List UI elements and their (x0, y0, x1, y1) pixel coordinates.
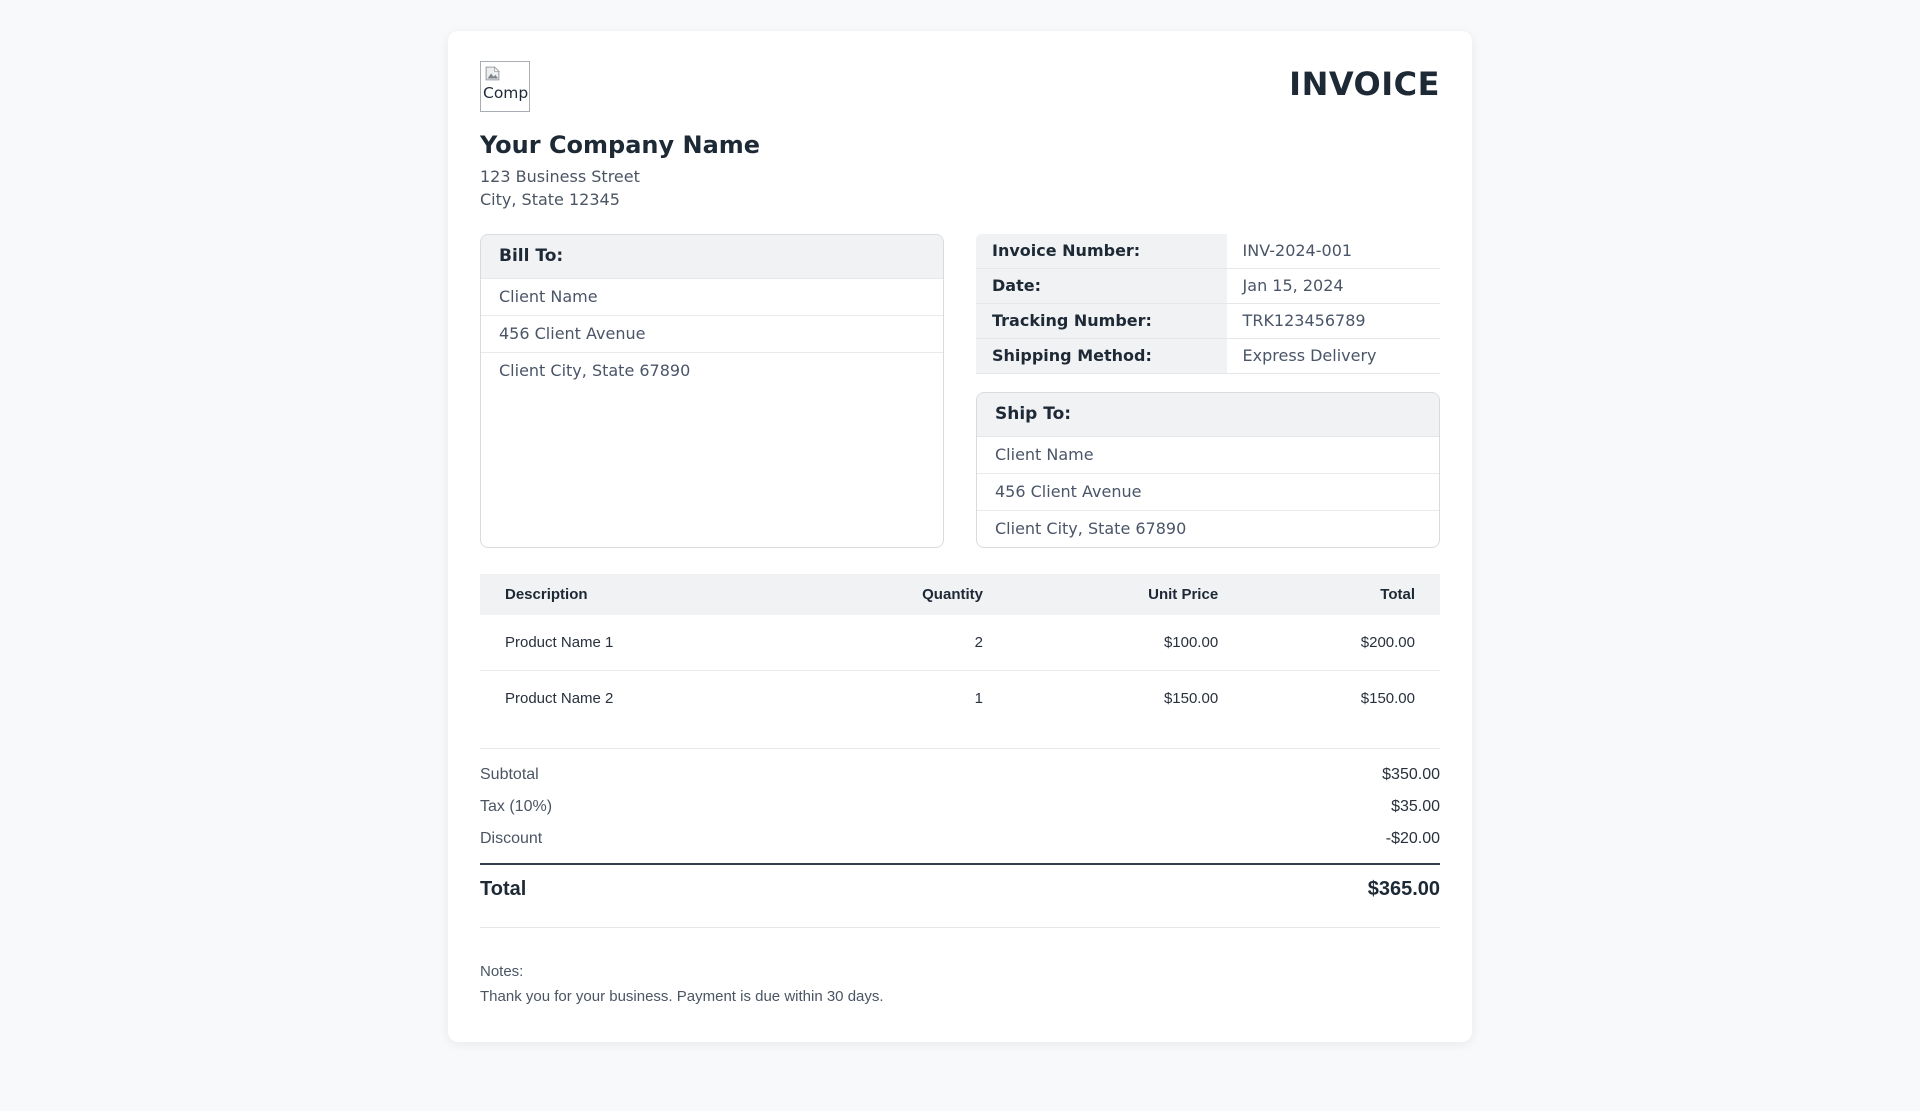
notes-label: Notes: (480, 963, 524, 980)
column-header-description: Description (480, 574, 821, 615)
company-block: Comp Your Company Name 123 Business Stre… (480, 61, 760, 211)
table-row: Product Name 1 2 $100.00 $200.00 (480, 615, 1440, 671)
meta-value: Jan 15, 2024 (1226, 268, 1440, 304)
meta-row: Tracking Number: TRK123456789 (976, 303, 1440, 339)
grand-total-value: $365.00 (1367, 878, 1440, 900)
ship-to-line: Client City, State 67890 (995, 519, 1187, 538)
logo-alt-text: Comp (483, 84, 529, 102)
item-description: Product Name 1 (505, 634, 614, 651)
ship-to-line: 456 Client Avenue (977, 474, 1439, 511)
discount-value: -$20.00 (1385, 830, 1440, 847)
meta-value: TRK123456789 (1226, 303, 1440, 339)
ship-to-heading: Ship To: (977, 393, 1439, 437)
item-quantity: 1 (820, 670, 1008, 726)
meta-value: Express Delivery (1226, 338, 1440, 374)
bill-to-line: 456 Client Avenue (481, 316, 943, 353)
column-header-total: Total (1243, 574, 1440, 615)
company-address-line2: City, State 12345 (480, 190, 620, 209)
company-address-line1: 123 Business Street (480, 167, 640, 186)
discount-row: Discount -$20.00 (480, 823, 1440, 855)
meta-label: Invoice Number: (976, 234, 1227, 269)
meta-label: Date: (976, 268, 1227, 304)
invoice-header: Comp Your Company Name 123 Business Stre… (480, 61, 1440, 211)
item-description: Product Name 2 (480, 670, 821, 726)
bill-to-box: Bill To: Client Name 456 Client Avenue C… (480, 234, 944, 548)
invoice-meta-table: Invoice Number: INV-2024-001 Date: Jan 1… (976, 234, 1440, 374)
tax-row: Tax (10%) $35.00 (480, 791, 1440, 823)
discount-label: Discount (480, 830, 543, 847)
items-header-row: Description Quantity Unit Price Total (480, 574, 1440, 615)
tax-value: $35.00 (1391, 798, 1440, 815)
subtotal-label: Subtotal (480, 766, 539, 783)
item-quantity: 2 (974, 634, 983, 651)
invoice-card: Comp Your Company Name 123 Business Stre… (448, 31, 1472, 1042)
broken-image-icon (485, 66, 500, 81)
meta-label: Shipping Method: (976, 338, 1227, 374)
item-unit-price: $150.00 (1007, 670, 1244, 726)
item-unit-price: $100.00 (1163, 634, 1219, 651)
bill-to-line: Client City, State 67890 (499, 361, 691, 380)
invoice-meta-column: Invoice Number: INV-2024-001 Date: Jan 1… (976, 234, 1440, 548)
meta-value: INV-2024-001 (1226, 234, 1440, 269)
ship-to-box: Ship To: Client Name 456 Client Avenue C… (976, 392, 1440, 548)
notes-text: Thank you for your business. Payment is … (480, 988, 884, 1005)
notes-section: Notes: Thank you for your business. Paym… (480, 959, 1440, 1009)
company-name: Your Company Name (480, 131, 761, 159)
subtotal-value: $350.00 (1382, 766, 1440, 783)
meta-label: Tracking Number: (976, 303, 1227, 339)
ship-to-line: Client Name (977, 437, 1439, 474)
page-title: INVOICE (1289, 65, 1440, 103)
grand-total-row: Total $365.00 (480, 863, 1440, 928)
meta-row: Shipping Method: Express Delivery (976, 338, 1440, 374)
grand-total-label: Total (480, 878, 527, 900)
table-row: Product Name 2 1 $150.00 $150.00 (480, 670, 1440, 726)
totals-section: Subtotal $350.00 Tax (10%) $35.00 Discou… (480, 748, 1440, 928)
bill-to-line: Client Name (481, 279, 943, 316)
meta-row: Invoice Number: INV-2024-001 (976, 234, 1440, 269)
meta-row: Date: Jan 15, 2024 (976, 268, 1440, 304)
address-and-meta-columns: Bill To: Client Name 456 Client Avenue C… (480, 234, 1440, 548)
subtotal-row: Subtotal $350.00 (480, 759, 1440, 791)
item-total: $200.00 (1360, 634, 1415, 651)
column-header-unit-price: Unit Price (1007, 574, 1244, 615)
company-logo-placeholder: Comp (480, 61, 530, 112)
line-items-table: Description Quantity Unit Price Total Pr… (480, 574, 1440, 726)
column-header-quantity: Quantity (820, 574, 1008, 615)
bill-to-heading: Bill To: (481, 235, 943, 279)
tax-label: Tax (10%) (480, 798, 553, 815)
item-total: $150.00 (1243, 670, 1440, 726)
